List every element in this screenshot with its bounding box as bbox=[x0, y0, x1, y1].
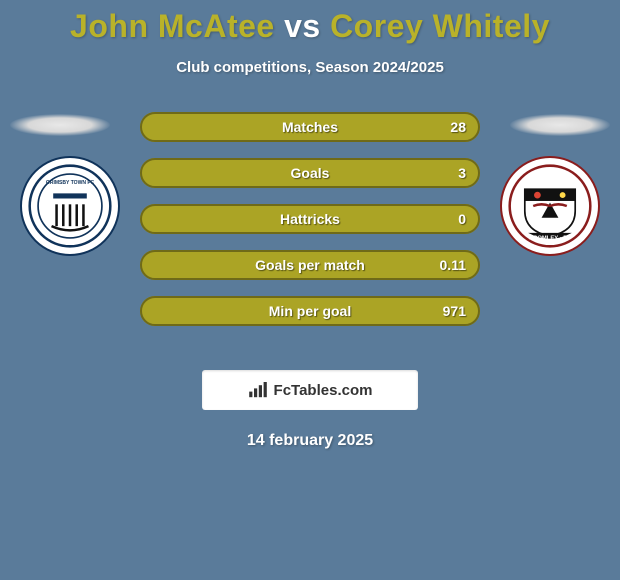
club-crest-left-icon: GRIMSBY TOWN FC bbox=[28, 164, 112, 248]
crest-shadow-right bbox=[510, 114, 610, 136]
bromley-fc-crest: BROMLEY · FC bbox=[500, 156, 600, 256]
svg-text:BROMLEY · FC: BROMLEY · FC bbox=[529, 236, 572, 242]
stat-label: Goals per match bbox=[255, 257, 365, 273]
page-title: John McAtee vs Corey Whitely bbox=[0, 0, 620, 45]
footer-date: 14 february 2025 bbox=[0, 432, 620, 450]
stats-arena: GRIMSBY TOWN FC BROMLEY · FC Matches 28 Go… bbox=[0, 112, 620, 362]
brand-badge: FcTables.com bbox=[202, 370, 418, 410]
stat-value: 3 bbox=[458, 165, 466, 181]
stat-label: Matches bbox=[282, 119, 338, 135]
stat-row: Hattricks 0 bbox=[140, 204, 480, 234]
stat-value: 0 bbox=[458, 211, 466, 227]
stat-value: 28 bbox=[450, 119, 466, 135]
svg-text:GRIMSBY TOWN FC: GRIMSBY TOWN FC bbox=[46, 180, 95, 186]
club-crest-right-icon: BROMLEY · FC bbox=[508, 164, 592, 248]
title-player2: Corey Whitely bbox=[330, 8, 550, 44]
stat-row: Goals per match 0.11 bbox=[140, 250, 480, 280]
brand-text: FcTables.com bbox=[274, 382, 373, 399]
grimsby-town-crest: GRIMSBY TOWN FC bbox=[20, 156, 120, 256]
stat-row: Matches 28 bbox=[140, 112, 480, 142]
stat-value: 971 bbox=[443, 303, 466, 319]
stat-row: Goals 3 bbox=[140, 158, 480, 188]
title-vs: vs bbox=[284, 8, 321, 44]
stat-bars: Matches 28 Goals 3 Hattricks 0 Goals per match… bbox=[140, 112, 480, 342]
subtitle: Club competitions, Season 2024/2025 bbox=[0, 59, 620, 76]
stat-row: Min per goal 971 bbox=[140, 296, 480, 326]
stat-value: 0.11 bbox=[440, 257, 466, 273]
stat-label: Min per goal bbox=[269, 303, 351, 319]
title-player1: John McAtee bbox=[70, 8, 275, 44]
crest-shadow-left bbox=[10, 114, 110, 136]
stat-label: Hattricks bbox=[280, 211, 340, 227]
comparison-card: John McAtee vs Corey Whitely Club compet… bbox=[0, 0, 620, 580]
bar-chart-icon bbox=[248, 382, 268, 398]
stat-label: Goals bbox=[291, 165, 330, 181]
